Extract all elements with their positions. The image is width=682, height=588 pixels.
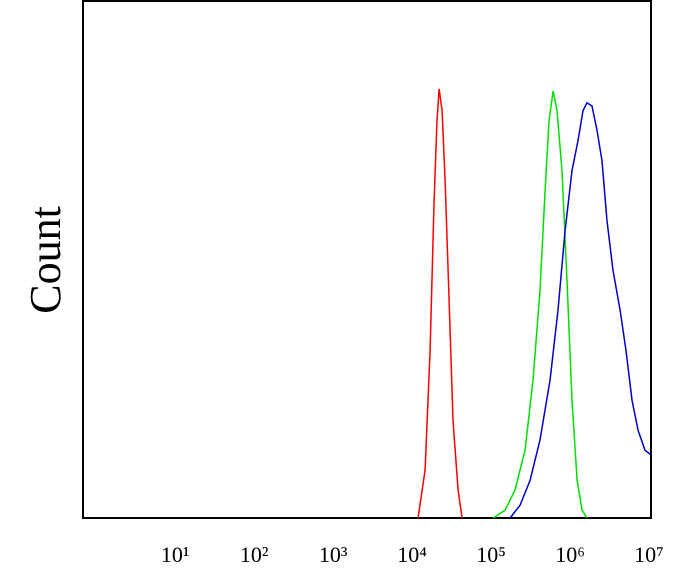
x-tick-label: 10³ <box>319 542 348 567</box>
x-tick-label: 10⁷ <box>634 542 664 567</box>
x-tick-label: 10⁶ <box>555 542 585 567</box>
plot-frame <box>82 0 652 519</box>
x-tick-label: 10² <box>240 542 269 567</box>
x-tick-label: 10⁵ <box>476 542 506 567</box>
histogram-line <box>492 90 588 519</box>
histogram-line <box>417 88 463 519</box>
y-axis-label: Count <box>21 206 70 314</box>
histogram-line <box>509 101 652 519</box>
x-tick-label: 10¹ <box>161 542 190 567</box>
x-tick-label: 10⁴ <box>397 542 427 567</box>
